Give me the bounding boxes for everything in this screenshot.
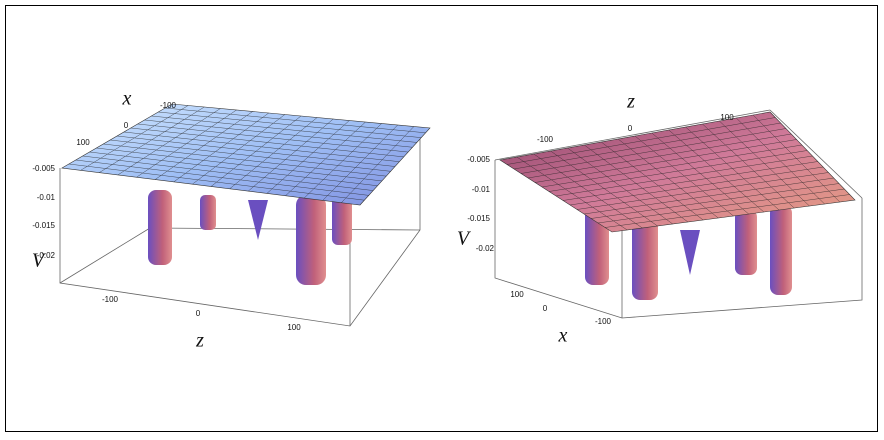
tick-label: -0.01 <box>37 193 56 202</box>
tick-label: 100 <box>510 290 524 299</box>
mesh-line <box>341 126 415 203</box>
mesh-line <box>123 131 400 162</box>
mesh-line <box>137 123 409 153</box>
axis-label: x <box>122 88 132 110</box>
mesh-line <box>130 127 404 158</box>
mesh-line <box>303 123 382 199</box>
tick-label: 100 <box>720 113 734 122</box>
mesh-line <box>702 123 795 209</box>
mesh-line <box>151 115 417 143</box>
mesh-line <box>736 117 825 205</box>
tick-label: -0.02 <box>37 251 56 260</box>
tick-label: -0.005 <box>32 164 55 173</box>
mesh-line <box>158 111 422 138</box>
mesh-line <box>285 121 366 196</box>
axis-label: x <box>558 325 568 347</box>
mesh-line <box>248 118 334 192</box>
tick-label: 0 <box>196 309 201 318</box>
tick-label: 0 <box>543 304 548 313</box>
axis-label: z <box>626 91 635 113</box>
axis-label: z <box>195 330 204 352</box>
mesh-line <box>229 117 318 190</box>
plot-left: x -100 0 100 -0.005 -0.01 -0.015 -0.02 V… <box>32 88 431 352</box>
tick-label: -100 <box>102 295 119 304</box>
mesh-line <box>266 120 350 194</box>
mesh-line <box>597 188 845 224</box>
tick-label: -100 <box>160 101 177 110</box>
axis-label: V <box>457 228 472 250</box>
mesh-line <box>569 166 824 206</box>
axis-label: V <box>32 250 47 272</box>
mesh-line <box>562 161 818 201</box>
plot-right: z -100 0 100 -0.005 -0.01 -0.015 -0.02 V… <box>457 91 863 347</box>
tick-label: -0.015 <box>32 221 55 230</box>
mesh-line <box>685 126 780 211</box>
tick-label: -100 <box>537 135 554 144</box>
tick-label: 100 <box>76 138 90 147</box>
mesh-line <box>668 129 765 213</box>
mesh-line <box>165 107 426 134</box>
mesh-line <box>651 132 749 215</box>
mesh-line <box>752 114 840 203</box>
tick-label: -0.005 <box>467 155 490 164</box>
mesh-line <box>322 124 398 201</box>
tick-label: -100 <box>595 317 612 326</box>
mesh-line <box>583 177 834 215</box>
mesh-line <box>210 115 302 187</box>
mesh-line <box>719 120 810 207</box>
tick-label: -0.02 <box>476 244 495 253</box>
mesh-line <box>604 194 850 228</box>
mesh-line <box>590 183 840 219</box>
mesh-line <box>576 172 829 210</box>
tick-label: 100 <box>287 323 301 332</box>
tick-label: 0 <box>124 121 129 130</box>
mesh-line <box>555 155 813 197</box>
mesh-line <box>144 119 413 148</box>
tick-label: -0.015 <box>467 214 490 223</box>
tick-label: 0 <box>628 124 633 133</box>
tick-label: -0.01 <box>472 185 491 194</box>
